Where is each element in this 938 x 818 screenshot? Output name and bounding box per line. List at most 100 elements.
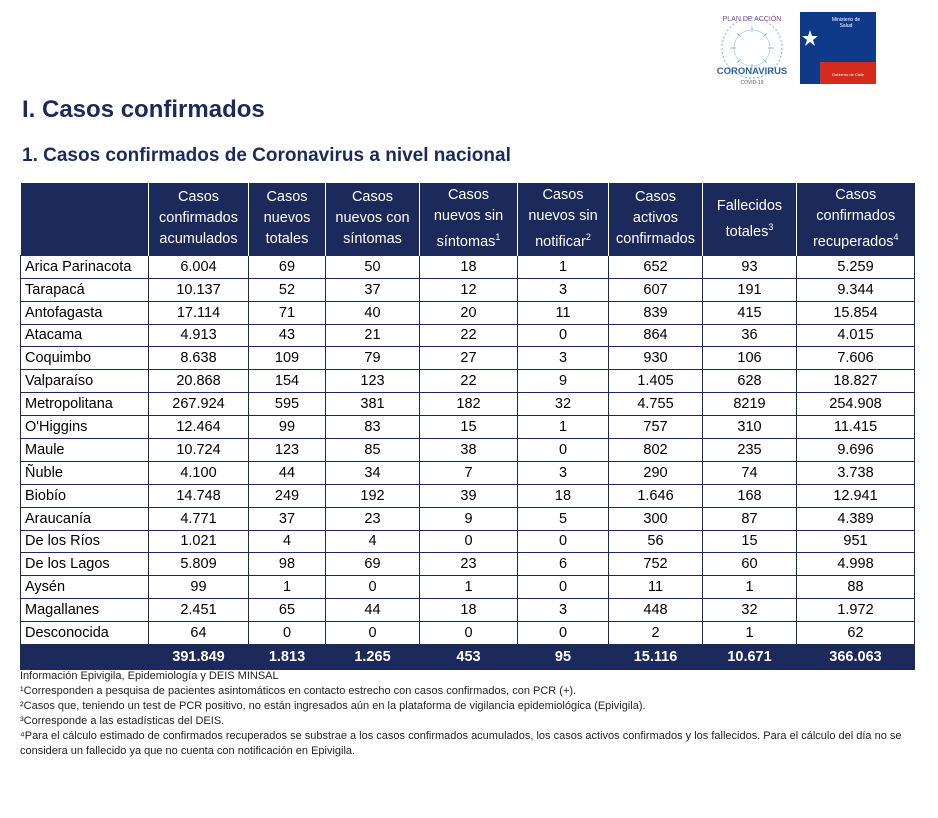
cell-value: 10.137: [148, 277, 249, 302]
cell-value: 2.451: [148, 598, 249, 623]
cell-value: 3: [517, 346, 609, 371]
cell-value: 0: [517, 323, 609, 348]
cell-value: 23: [419, 552, 518, 577]
footnote-marker: 2: [585, 232, 591, 242]
footnote-marker: 3: [768, 221, 774, 232]
cell-value: 85: [325, 437, 420, 462]
cell-value: 74: [702, 460, 797, 485]
table-row: Aysén 99 1 0 1 0 11 1 88: [20, 575, 915, 600]
cell-value: 9: [419, 506, 518, 531]
cell-value: 34: [325, 460, 420, 485]
cell-value: 652: [608, 254, 703, 279]
cell-value: 249: [248, 483, 326, 508]
region-name: Aysén: [20, 575, 149, 600]
table-row: Metropolitana 267.924 595 381 182 32 4.755 8219…: [20, 392, 915, 417]
cell-value: 83: [325, 415, 420, 439]
cell-value: 3: [517, 277, 609, 302]
column-header-line: activos: [632, 210, 679, 227]
cell-value: 254.908: [796, 392, 915, 417]
cell-value: 5.259: [796, 254, 915, 279]
column-header-line: notificar: [535, 233, 586, 250]
cell-value: 4.015: [796, 323, 915, 348]
cell-value: 71: [248, 300, 326, 325]
cell-value: 98: [248, 552, 326, 577]
column-header-line: acumulados: [159, 231, 238, 248]
cell-value: 1.405: [608, 369, 703, 394]
column-header: Casos nuevos sin notificar2: [517, 183, 609, 256]
column-header-line: nuevos con: [335, 210, 410, 227]
region-name: De los Ríos: [20, 529, 149, 554]
table-row: Antofagasta 17.114 71 40 20 11 839 415 15.854: [20, 300, 915, 325]
table-row: Tarapacá 10.137 52 37 12 3 607 191 9.344: [20, 277, 915, 302]
cell-value: 12.464: [148, 415, 249, 439]
region-name: Desconocida: [20, 621, 149, 645]
cell-value: 607: [608, 277, 703, 302]
cell-value: 0: [419, 529, 518, 554]
cell-value: 752: [608, 552, 703, 577]
column-header-line: Casos: [447, 187, 490, 203]
minsal-gov: Gobierno de Chile: [832, 72, 865, 77]
table-row: Arica Parinacota 6.004 69 50 18 1 652 93 5.259: [20, 254, 915, 279]
cell-value: 8.638: [148, 346, 249, 371]
cell-value: 15.854: [796, 300, 915, 325]
column-header: Casos nuevos totales: [248, 183, 326, 256]
cell-value: 381: [325, 392, 420, 417]
region-name: Magallanes: [20, 598, 149, 623]
column-header: Fallecidos totales3: [702, 183, 797, 256]
cell-value: 4: [248, 529, 326, 554]
table-row: Desconocida 64 0 0 0 0 2 1 62: [20, 621, 915, 645]
region-name: Maule: [20, 437, 149, 462]
cell-value: 12.941: [796, 483, 915, 508]
table-row: Magallanes 2.451 65 44 18 3 448 32 1.972: [20, 598, 915, 623]
cell-value: 93: [702, 254, 797, 279]
cell-value: 6: [517, 552, 609, 577]
region-name: Metropolitana: [20, 392, 149, 417]
column-header-line: síntomas: [343, 231, 402, 248]
cell-value: 12: [419, 277, 518, 302]
footnotes: Información Epivigila, Epidemiología y D…: [20, 669, 920, 759]
total-value: 95: [517, 643, 609, 670]
region-name: Ñuble: [20, 460, 149, 485]
region-name: O'Higgins: [20, 415, 149, 439]
cell-value: 930: [608, 346, 703, 371]
cell-value: 7.606: [796, 346, 915, 371]
cell-value: 1.021: [148, 529, 249, 554]
cell-value: 38: [419, 437, 518, 462]
cell-value: 18: [517, 483, 609, 508]
cell-value: 300: [608, 506, 703, 531]
column-header-line: confirmados: [159, 210, 238, 227]
cell-value: 123: [325, 369, 420, 394]
cell-value: 4.389: [796, 506, 915, 531]
cell-value: 0: [325, 621, 420, 645]
cell-value: 32: [702, 598, 797, 623]
region-name: Coquimbo: [20, 346, 149, 371]
cell-value: 69: [325, 552, 420, 577]
cell-value: 9.344: [796, 277, 915, 302]
region-name: Biobío: [20, 483, 149, 508]
cell-value: 18: [419, 598, 518, 623]
column-header-line: Casos: [351, 189, 394, 206]
region-name: De los Lagos: [20, 552, 149, 577]
table-row: Maule 10.724 123 85 38 0 802 235 9.696: [20, 437, 915, 462]
cell-value: 0: [419, 621, 518, 645]
cell-value: 0: [248, 621, 326, 645]
cell-value: 17.114: [148, 300, 249, 325]
cell-value: 0: [517, 621, 609, 645]
cell-value: 15: [702, 529, 797, 554]
cell-value: 20.868: [148, 369, 249, 394]
cell-value: 99: [248, 415, 326, 439]
cell-value: 50: [325, 254, 420, 279]
table-row: Ñuble 4.100 44 34 7 3 290 74 3.738: [20, 460, 915, 485]
cell-value: 0: [517, 529, 609, 554]
table-row: Valparaíso 20.868 154 123 22 9 1.405 628 18.827: [20, 369, 915, 394]
cell-value: 802: [608, 437, 703, 462]
region-name: Araucanía: [20, 506, 149, 531]
totals-row: 391.849 1.813 1.265 453 95 15.116 10.671 366.06…: [20, 643, 915, 670]
minsal-line2: Salud: [840, 23, 853, 29]
cell-value: 4.998: [796, 552, 915, 577]
cell-value: 4.913: [148, 323, 249, 348]
cell-value: 1.646: [608, 483, 703, 508]
cell-value: 9: [517, 369, 609, 394]
cell-value: 44: [248, 460, 326, 485]
column-header-line: Fallecidos: [716, 197, 783, 214]
